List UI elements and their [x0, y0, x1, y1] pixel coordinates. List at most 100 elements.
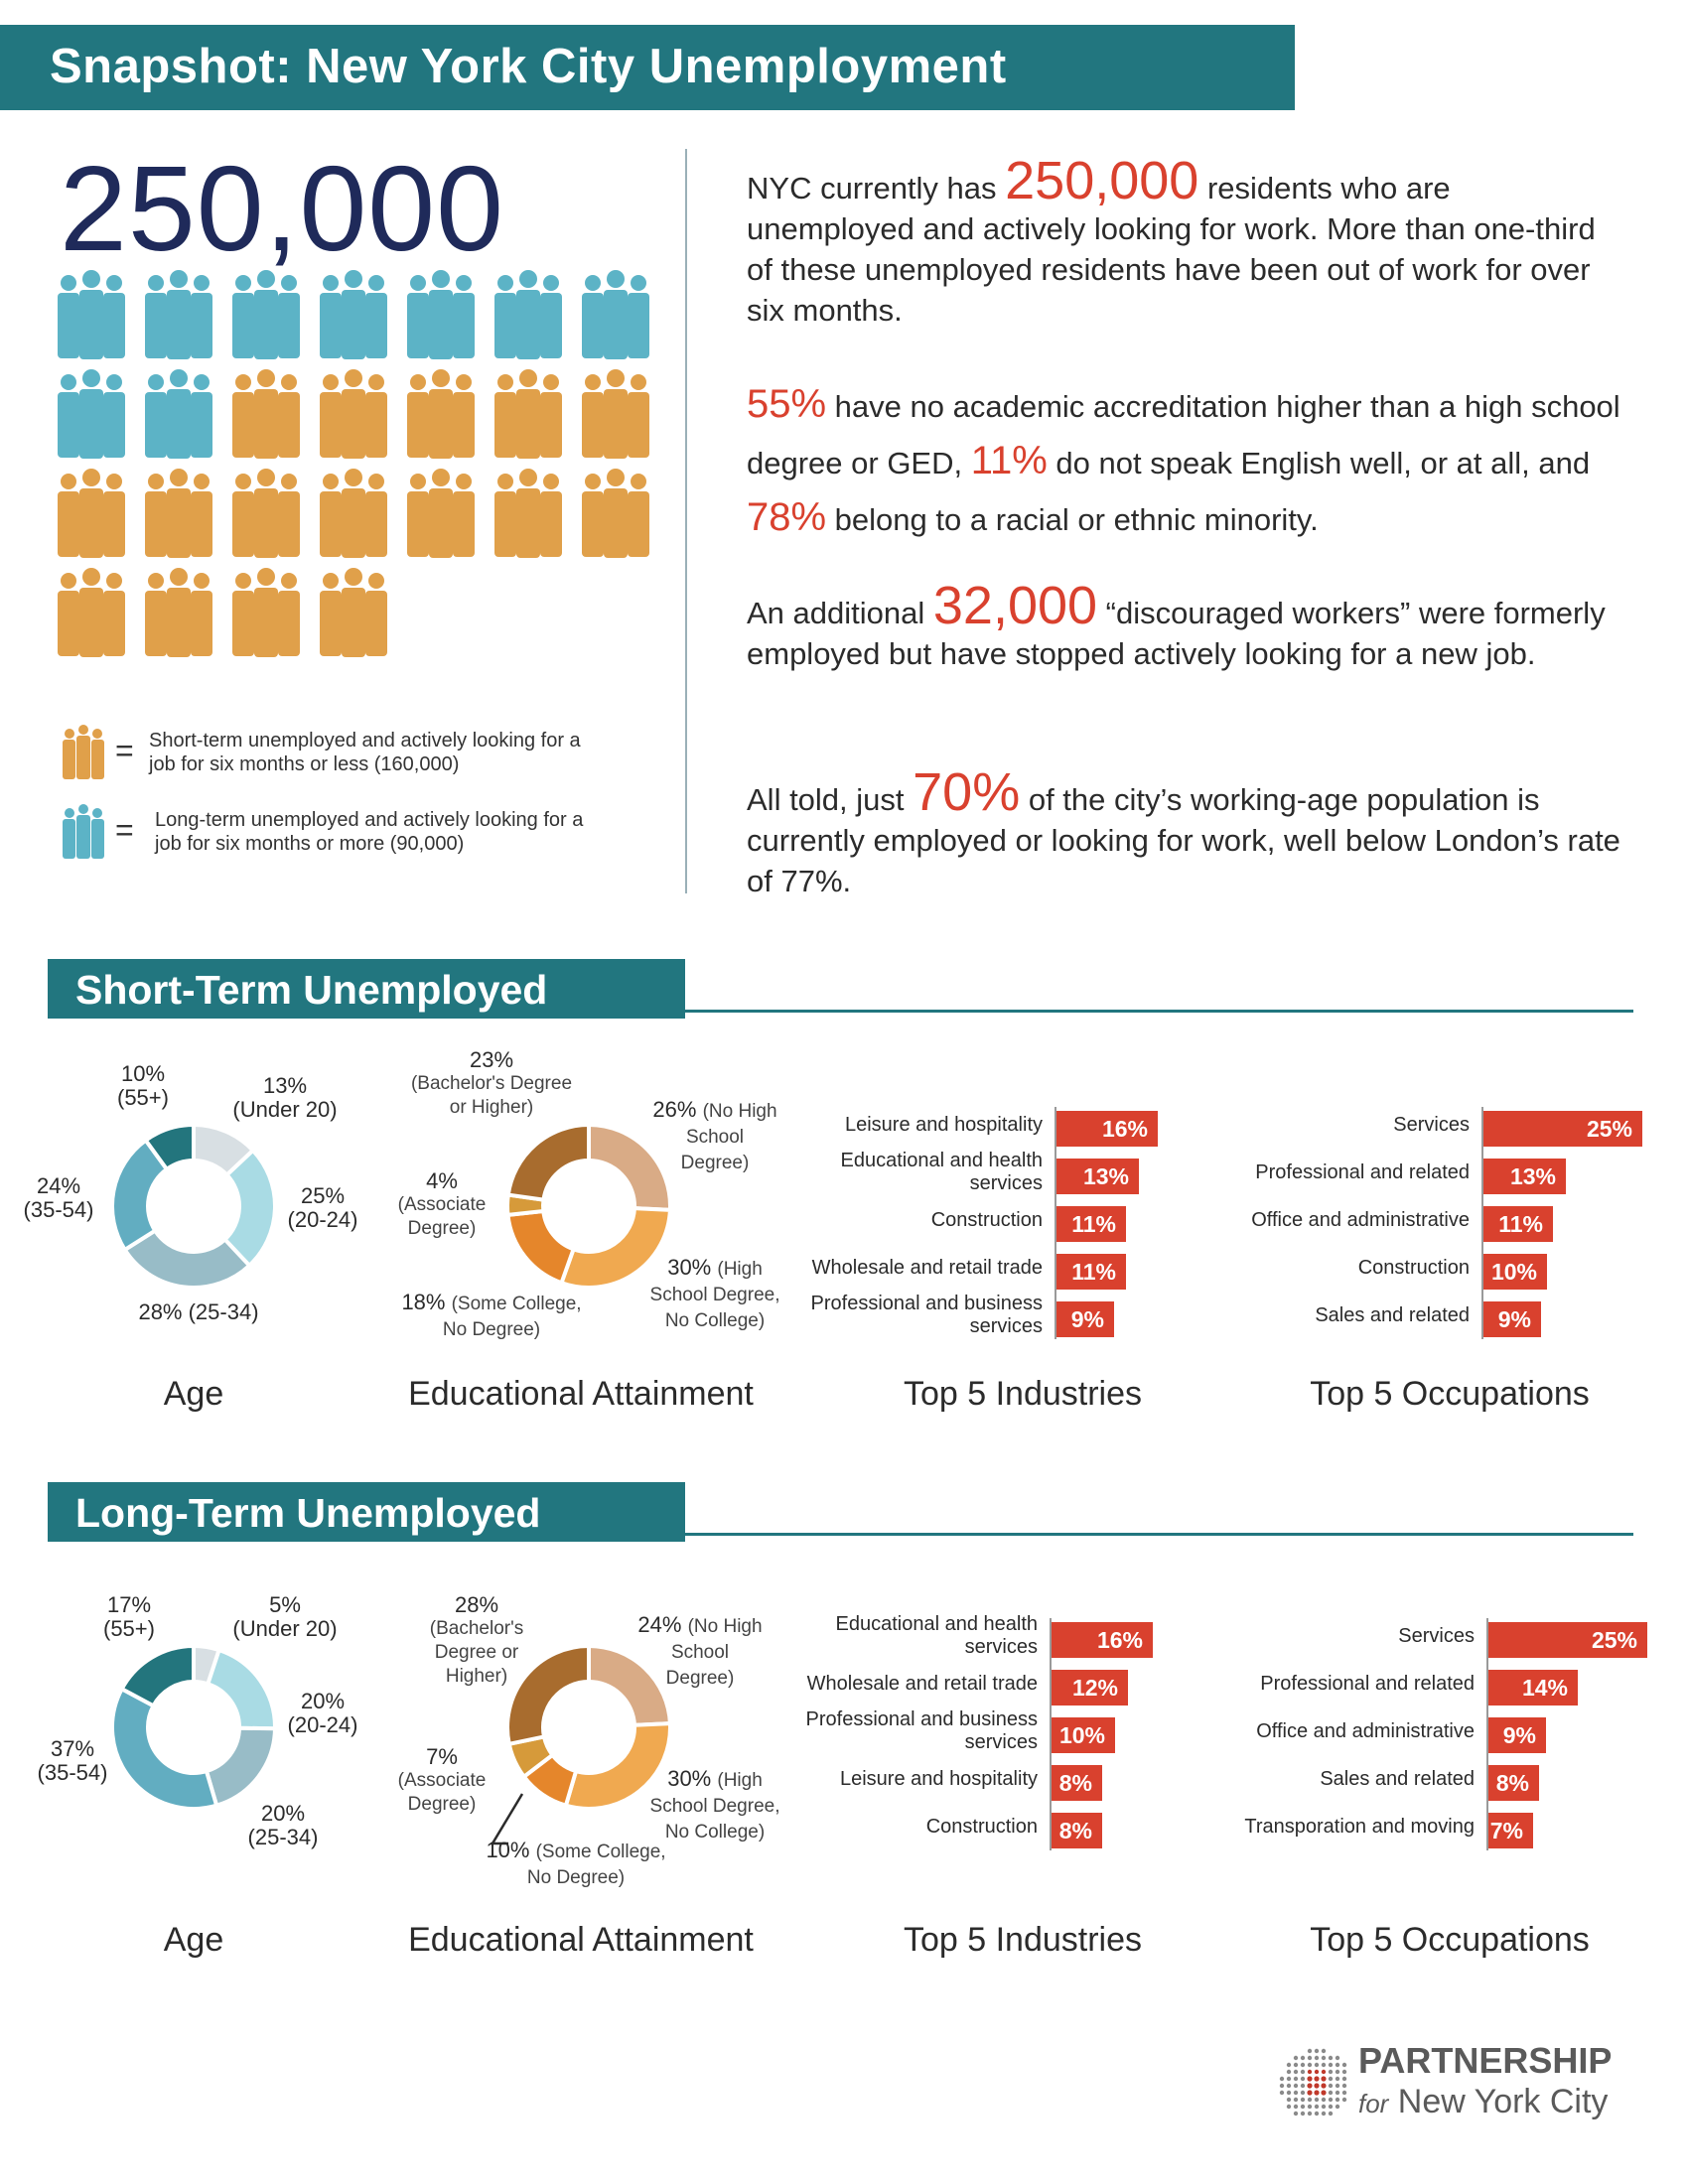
- people-grid: [55, 270, 660, 667]
- bar: 8%: [1052, 1813, 1102, 1848]
- p4-text-b: of the city’s working-age population is …: [747, 782, 1620, 898]
- legend-long-text: Long-term unemployed and actively lookin…: [155, 809, 584, 855]
- page-title: Snapshot: New York City Unemployment: [50, 40, 1007, 93]
- label-s-age-2534: 28% (25-34): [138, 1299, 259, 1324]
- paragraph-1: NYC currently has 250,000 residents who …: [747, 154, 1620, 331]
- bar: 8%: [1052, 1765, 1102, 1801]
- bar: 16%: [1052, 1622, 1153, 1658]
- p2-text-b: do not speak English well, or at all, an…: [1047, 446, 1591, 480]
- bar-label: Wholesale and retail trade: [811, 1257, 1043, 1279]
- bar: 16%: [1056, 1111, 1158, 1147]
- short-term-person-icon: [232, 568, 300, 657]
- bar: 9%: [1056, 1301, 1114, 1337]
- bar-value-label: 25%: [1586, 1116, 1632, 1142]
- donut-slice-25-34: [204, 1725, 278, 1809]
- bar-label: Construction: [925, 1816, 1038, 1838]
- chart-title-l-occ: Top 5 Occupations: [1310, 1921, 1590, 1959]
- bar: 13%: [1483, 1159, 1566, 1194]
- long-term-person-icon: [145, 369, 212, 459]
- section-bar-short: Short-Term Unemployed: [48, 959, 685, 1019]
- bar-label: Construction: [1357, 1257, 1470, 1279]
- p2-highlight-2: 11%: [970, 439, 1048, 482]
- chart-title-s-edu: Educational Attainment: [408, 1375, 754, 1413]
- bar-axis: [1055, 1107, 1056, 1339]
- short-term-person-icon: [58, 469, 125, 558]
- section-title-short: Short-Term Unemployed: [75, 967, 548, 1013]
- short-term-person-icon: [320, 369, 387, 459]
- long-term-person-icon: [145, 270, 212, 359]
- title-bar: Snapshot: New York City Unemployment: [0, 25, 1295, 110]
- donut-long-edu: [505, 1643, 673, 1811]
- partnership-globe-icon: [1279, 2048, 1347, 2116]
- bar-axis: [1050, 1618, 1052, 1850]
- short-term-person-icon: [320, 568, 387, 657]
- bar-label: Professional and business services: [810, 1293, 1043, 1337]
- long-term-person-icon: [407, 270, 475, 359]
- section-line-long: [685, 1533, 1633, 1536]
- label-l-age-2024: 20% (20-24): [287, 1689, 358, 1737]
- short-term-person-icon: [407, 369, 475, 459]
- logo-partnership: PARTNERSHIP: [1358, 2040, 1613, 2081]
- chart-title-s-ind: Top 5 Industries: [903, 1375, 1143, 1413]
- paragraph-3: An additional 32,000 “discouraged worker…: [747, 579, 1620, 674]
- legend-long: = Long-term unemployed and actively look…: [58, 802, 614, 862]
- bar-label: Office and administrative: [1256, 1720, 1475, 1742]
- bar: 25%: [1483, 1111, 1642, 1147]
- bar: 12%: [1052, 1670, 1128, 1706]
- p3-text-b: “discouraged workers” were formerly empl…: [747, 596, 1606, 671]
- bar: 25%: [1488, 1622, 1647, 1658]
- label-l-age-55: 17% (55+): [103, 1592, 155, 1641]
- bar-label: Construction: [930, 1209, 1043, 1231]
- section-bar-long: Long-Term Unemployed: [48, 1482, 685, 1542]
- p1-highlight: 250,000: [1005, 151, 1199, 210]
- p2-text-a: have no academic accreditation higher th…: [747, 389, 1620, 480]
- bar: 14%: [1488, 1670, 1578, 1706]
- short-term-person-icon: [582, 469, 649, 558]
- label-l-age-u20: 5% (Under 20): [232, 1592, 338, 1641]
- bar: 7%: [1488, 1813, 1533, 1848]
- chart-title-s-occ: Top 5 Occupations: [1310, 1375, 1590, 1413]
- bar-label: Transporation and moving: [1244, 1816, 1475, 1838]
- long-term-person-icon: [320, 270, 387, 359]
- donut-slice-some-college-no-degree: [505, 1208, 577, 1286]
- donut-slice-55-: [119, 1643, 196, 1708]
- bar-value-label: 12%: [1071, 1675, 1118, 1701]
- bar-label: Educational and health services: [835, 1613, 1039, 1658]
- donut-slice-high-school-degree-no-college: [558, 1206, 673, 1290]
- p2-highlight-3: 78%: [747, 495, 827, 539]
- bar-value-label: 7%: [1489, 1818, 1523, 1843]
- bar-label: Leisure and hospitality: [839, 1768, 1038, 1790]
- legend-short: = Short-term unemployed and actively loo…: [58, 723, 614, 782]
- p4-text-a: All told, just: [747, 782, 914, 817]
- bar-value-label: 8%: [1058, 1770, 1092, 1796]
- donut-slice-bachelor-s-degree-or-higher: [505, 1122, 591, 1202]
- bar: 10%: [1052, 1717, 1115, 1753]
- bar-value-label: 13%: [1509, 1163, 1556, 1189]
- bar-value-label: 25%: [1591, 1627, 1637, 1653]
- bar: 8%: [1488, 1765, 1539, 1801]
- short-term-person-icon: [58, 568, 125, 657]
- donut-long-age: [110, 1643, 278, 1811]
- paragraph-4: All told, just 70% of the city’s working…: [747, 765, 1620, 901]
- label-s-edu-bach: 23% (Bachelor's Degree or Higher): [410, 1047, 573, 1119]
- chart-title-s-age: Age: [163, 1375, 224, 1413]
- label-l-edu-some: 10% (Some College, No Degree): [486, 1838, 666, 1889]
- label-l-edu-assoc: 7% (Associate Degree): [397, 1744, 487, 1816]
- bars-long-industries: Educational and health services 16% Wholes…: [765, 1613, 1192, 1856]
- leader-line: [490, 1793, 524, 1845]
- short-term-person-icon: [145, 469, 212, 558]
- section-line-short: [685, 1010, 1633, 1013]
- legend-short-text: Short-term unemployed and actively looki…: [149, 730, 581, 775]
- bar-label: Services: [1398, 1625, 1475, 1647]
- bar-axis: [1481, 1107, 1483, 1339]
- logo-line2: New York City: [1397, 2083, 1609, 2120]
- bar-value-label: 11%: [1071, 1259, 1116, 1285]
- donut-slice-20-24: [221, 1148, 277, 1269]
- chart-title-l-ind: Top 5 Industries: [903, 1921, 1143, 1959]
- donut-slice-55-: [143, 1122, 196, 1172]
- bar-label: Leisure and hospitality: [844, 1114, 1043, 1136]
- equals-sign: =: [115, 733, 134, 768]
- p3-highlight: 32,000: [932, 576, 1098, 635]
- label-s-age-55: 10% (55+): [117, 1061, 169, 1110]
- vertical-divider: [685, 149, 687, 893]
